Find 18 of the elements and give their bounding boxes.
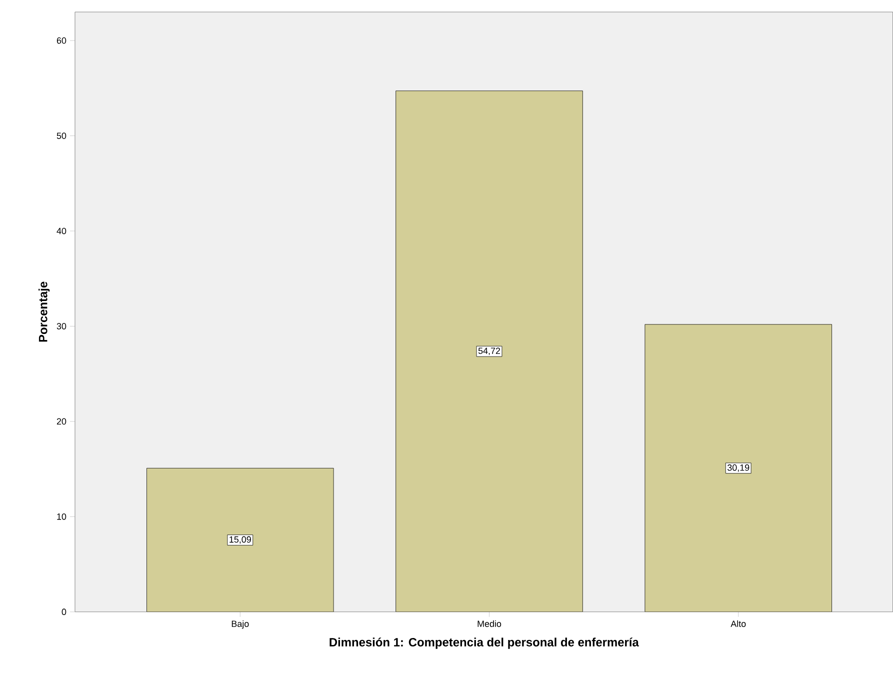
y-tick-label: 30: [56, 323, 66, 330]
data-label: 15,09: [230, 536, 251, 544]
y-tick-label: 60: [56, 37, 66, 44]
y-tick-label: 50: [56, 132, 66, 140]
x-tick-label: Bajo: [232, 620, 249, 629]
bar: [146, 468, 334, 612]
y-tick-label: 10: [57, 514, 66, 520]
bar: [644, 324, 832, 612]
data-label: 54,72: [478, 348, 500, 356]
y-axis-title: Porcentaje: [38, 282, 50, 342]
bar: [396, 90, 583, 612]
x-tick-label: Alto: [730, 620, 746, 628]
data-label: 30,19: [727, 464, 750, 472]
y-tick-label: 40: [56, 228, 66, 234]
x-axis-title: Dimnesión 1: Competencia del personal de enfermería: [330, 638, 639, 649]
y-tick-label: 0: [62, 608, 66, 616]
y-tick-label: 20: [56, 418, 66, 425]
x-tick-label: Medio: [478, 620, 502, 628]
